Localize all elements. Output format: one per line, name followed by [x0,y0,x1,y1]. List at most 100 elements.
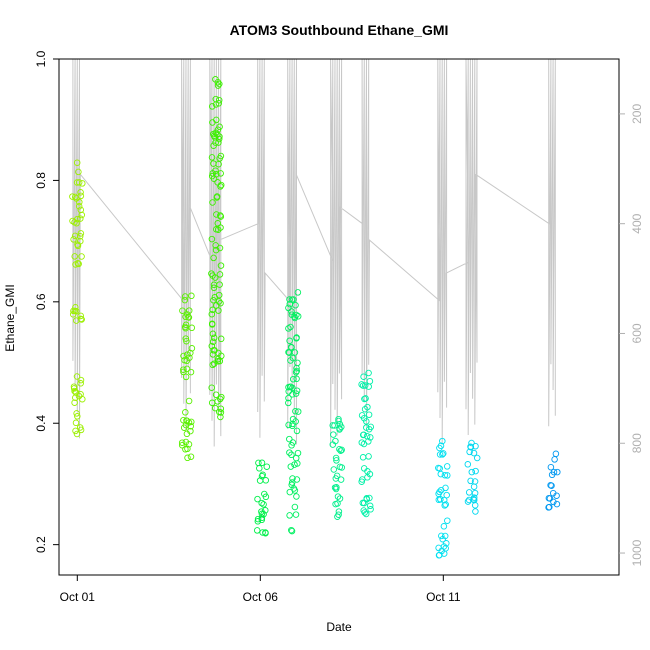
data-point [294,408,302,415]
data-point [211,404,219,412]
data-point [338,464,346,471]
data-point [444,517,451,524]
data-point [470,483,478,490]
data-point [363,432,371,440]
data-point [208,235,216,243]
y-tick-label: 0.2 [34,536,48,553]
data-point [285,394,292,402]
data-point [210,347,217,354]
data-point [285,399,292,407]
data-point [435,464,442,472]
data-point [293,375,300,383]
data-point [79,180,86,187]
data-point [71,253,78,260]
data-point [182,421,190,429]
data-point [215,298,223,305]
data-point [293,427,301,435]
data-point [293,476,301,483]
data-point [464,498,472,505]
data-point [215,139,222,146]
y-tick-label: 0.6 [34,293,48,310]
data-point [465,496,473,504]
data-point [472,467,479,475]
data-point [210,334,218,342]
data-point [293,364,300,372]
x-axis-label: Date [326,620,352,634]
data-point [286,435,293,443]
data-point [470,449,478,457]
data-point [286,296,293,303]
data-point [212,242,219,249]
data-point [289,422,296,430]
y2-tick-label: 400 [630,213,644,233]
data-point [254,515,262,523]
y-axis-label: Ethane_GMI [3,284,17,351]
data-point [73,373,81,380]
data-point [435,496,443,504]
data-point [75,168,82,176]
data-point [72,304,79,311]
data-point [211,133,219,141]
data-point [472,442,479,450]
data-point [182,438,190,446]
data-point [185,307,193,314]
data-point [72,261,79,268]
data-point [435,552,443,559]
data-point [332,454,340,462]
data-point [290,296,297,303]
data-point [358,381,365,388]
data-point [361,509,368,516]
data-point [363,418,370,425]
data-point [286,449,293,456]
data-point [444,472,451,479]
y-tick-label: 0.4 [34,415,48,432]
data-point [183,417,190,424]
data-point [216,80,223,88]
data-point [359,382,367,389]
data-point [259,529,266,536]
data-point [288,526,295,534]
data-point [253,527,261,534]
data-point [71,307,79,315]
data-point [78,316,85,323]
data-point [294,313,302,320]
data-point [210,360,218,367]
data-point [72,419,80,427]
data-point [185,313,192,321]
data-point [361,382,369,389]
data-point [441,502,448,509]
data-point [209,330,217,338]
data-point [260,501,267,508]
y2-tick-label: 800 [630,433,644,453]
data-point [214,126,222,133]
data-point [258,508,265,515]
data-point [77,312,85,320]
data-point [187,453,195,460]
data-point [553,492,560,499]
data-point [366,377,374,385]
data-point [292,368,300,376]
data-point [292,301,299,309]
data-point [215,135,223,143]
data-point [180,416,187,424]
data-point [180,352,187,360]
data-point [547,463,555,471]
data-point [289,475,296,482]
data-point [259,471,266,479]
data-point [470,494,478,501]
data-point [178,439,186,446]
data-point [291,461,298,468]
data-point [358,412,366,419]
data-point [441,471,449,479]
data-point [439,535,446,543]
data-point [443,463,451,470]
data-point [180,366,187,373]
data-point [255,459,262,467]
data-point [294,460,301,467]
data-point [468,439,475,447]
data-point [360,373,367,380]
data-point [71,387,78,395]
data-point [473,454,481,462]
data-point [262,507,269,514]
